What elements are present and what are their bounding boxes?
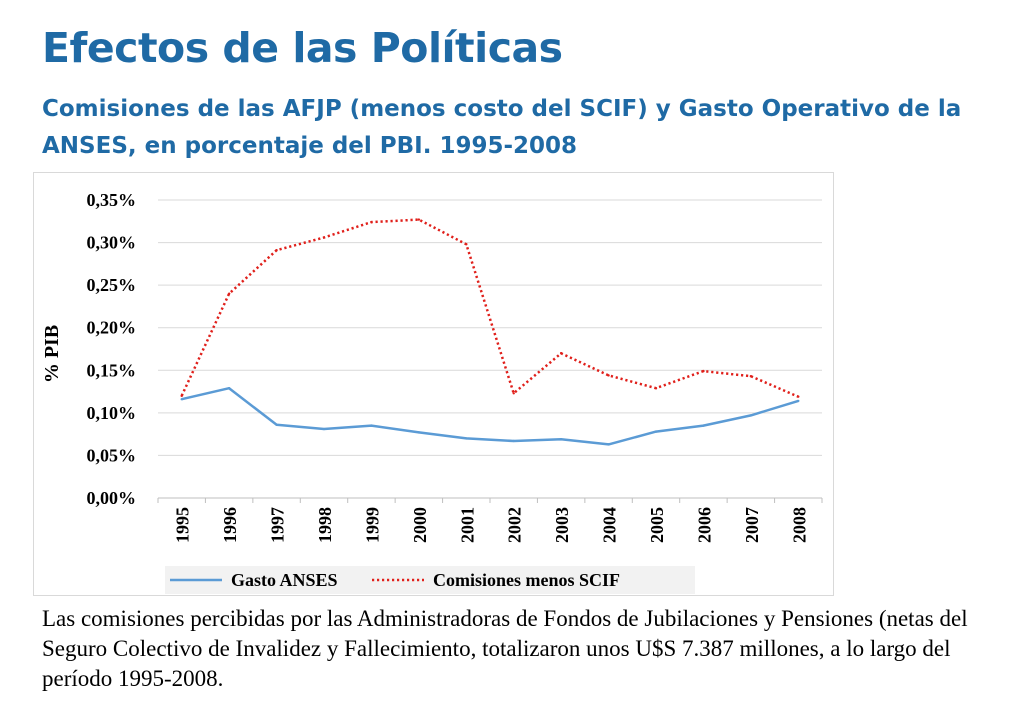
data-point (797, 399, 800, 403)
data-point (512, 439, 515, 443)
y-tick-label: 0,30% (87, 233, 137, 253)
x-tick-label: 2005 (647, 507, 667, 543)
y-tick-label: 0,25% (87, 275, 137, 295)
x-tick-label: 1997 (268, 507, 288, 543)
data-point (465, 243, 468, 246)
y-tick-label: 0,00% (87, 488, 137, 508)
x-tick-label: 1999 (362, 507, 382, 543)
series-line-comisiones (180, 218, 799, 398)
y-tick-label: 0,05% (87, 445, 137, 465)
data-point (749, 414, 753, 417)
data-point (607, 443, 610, 446)
legend-box (165, 566, 695, 594)
data-point (749, 375, 753, 378)
x-tick-label: 2004 (600, 507, 620, 543)
y-axis-label: % PIB (41, 325, 63, 383)
data-point (275, 249, 278, 252)
chart-subtitle: Comisiones de las AFJP (menos costo del … (42, 96, 962, 159)
x-tick-label: 2000 (410, 507, 430, 543)
y-tick-label: 0,35% (87, 190, 137, 210)
data-point (702, 424, 705, 427)
data-point (559, 438, 563, 441)
caption-text: Las comisiones percibidas por las Admini… (42, 606, 968, 691)
slide-title: Efectos de las Políticas (42, 24, 563, 72)
x-tick-label: 2003 (552, 507, 572, 543)
x-tick-label: 1996 (220, 507, 240, 543)
data-point (227, 292, 231, 295)
x-tick-label: 2002 (505, 507, 525, 543)
data-point (512, 392, 515, 395)
data-point (180, 394, 183, 398)
data-point (559, 352, 563, 355)
x-tick-label: 1998 (315, 507, 335, 543)
data-point (180, 398, 183, 401)
x-tick-label: 2007 (742, 507, 762, 543)
data-point (654, 386, 658, 390)
data-point (797, 395, 800, 398)
x-tick-label: 2006 (694, 507, 714, 543)
data-point (227, 386, 231, 390)
data-point (465, 437, 468, 440)
x-tick-label: 1995 (173, 507, 193, 543)
y-tick-label: 0,10% (87, 403, 137, 423)
data-point (322, 236, 326, 239)
data-point (370, 220, 373, 224)
legend-label: Comisiones menos SCIF (433, 570, 620, 590)
data-point (275, 423, 278, 426)
data-point (417, 431, 421, 434)
legend-label: Gasto ANSES (231, 570, 338, 590)
data-point (702, 369, 705, 373)
y-tick-label: 0,15% (87, 360, 137, 380)
x-tick-label: 2008 (789, 507, 809, 543)
x-tick-label: 2001 (457, 507, 477, 543)
data-point (322, 427, 326, 431)
data-point (417, 218, 421, 221)
data-point (607, 374, 610, 377)
y-tick-label: 0,20% (87, 318, 137, 338)
data-point (370, 424, 373, 427)
data-point (654, 430, 658, 433)
series-line-gasto-anses (181, 386, 799, 446)
